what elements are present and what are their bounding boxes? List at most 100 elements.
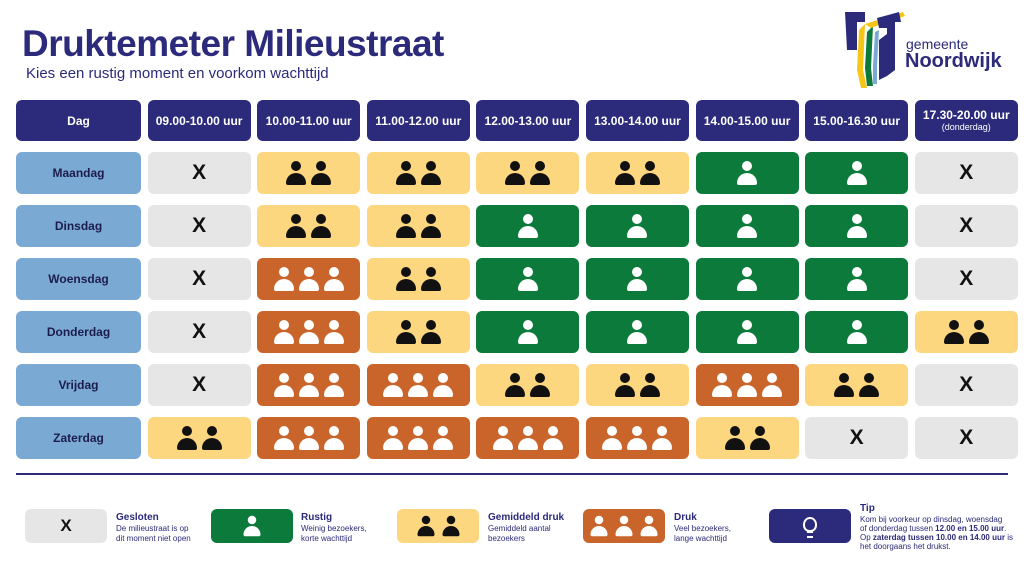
- cell-closed: X: [914, 152, 1018, 194]
- legend-quiet-desc2: korte wachttijd: [301, 534, 353, 543]
- people-group: [712, 373, 783, 397]
- header-slot-label: 10.00-11.00 uur: [265, 113, 352, 128]
- noordwijk-logo: [845, 12, 905, 88]
- header-slot-label: 12.00-13.00 uur: [484, 113, 572, 128]
- legend-busy-desc1: Veel bezoekers,: [674, 524, 731, 533]
- people-group: [286, 214, 332, 238]
- people-group: [943, 320, 989, 344]
- person-icon: [639, 161, 660, 185]
- cell-busy: [257, 311, 361, 353]
- cell-closed: X: [914, 258, 1018, 300]
- people-group: [602, 426, 673, 450]
- person-icon: [737, 161, 758, 185]
- cell-closed: X: [147, 311, 251, 353]
- tip-text: is: [1004, 533, 1013, 542]
- cell-average: [147, 417, 251, 459]
- header-slot-6: 15.00-16.30 uur: [805, 100, 909, 141]
- person-icon: [724, 426, 745, 450]
- day-label-dinsdag: Dinsdag: [16, 205, 141, 247]
- cell-average: [476, 364, 580, 406]
- person-icon: [590, 515, 608, 537]
- legend-tip-line2: of donderdag tussen 12.00 en 15.00 uur.: [860, 524, 1007, 533]
- cell-average: [366, 311, 470, 353]
- legend-busy-swatch: [583, 509, 665, 543]
- legend-closed-swatch: X: [25, 509, 107, 543]
- cell-busy: [257, 258, 361, 300]
- person-icon: [614, 161, 635, 185]
- closed-x-icon: X: [192, 267, 207, 290]
- person-icon: [943, 320, 964, 344]
- legend-closed-desc2: dit moment niet open: [116, 534, 191, 543]
- header-slot-label: 13.00-14.00 uur: [594, 113, 681, 128]
- cell-average: [476, 152, 580, 194]
- people-group: [517, 267, 538, 291]
- cell-closed: X: [805, 417, 909, 459]
- person-icon: [846, 267, 867, 291]
- closed-x-icon: X: [192, 214, 207, 237]
- tip-highlight: zaterdag tussen 10.00 en 14.00 uur: [872, 533, 1005, 542]
- cell-closed: X: [147, 205, 251, 247]
- people-group: [614, 161, 660, 185]
- crowd-table: Dag 09.00-10.00 uur 10.00-11.00 uur 11.0…: [16, 100, 1018, 459]
- day-label-zaterdag: Zaterdag: [16, 417, 141, 459]
- person-icon: [639, 373, 660, 397]
- cell-average: [366, 258, 470, 300]
- person-icon: [442, 515, 459, 537]
- header-slot-label: 14.00-15.00 uur: [703, 113, 791, 128]
- page-title: Druktemeter Milieustraat: [22, 23, 444, 64]
- header-slot-label: 11.00-12.00 uur: [375, 113, 462, 128]
- person-icon: [859, 373, 880, 397]
- header-slot-label: 17.30-20.00 uur: [922, 108, 1010, 122]
- people-group: [383, 426, 454, 450]
- header-slot-2: 11.00-12.00 uur: [366, 100, 470, 141]
- cell-quiet: [585, 205, 689, 247]
- cell-closed: X: [914, 417, 1018, 459]
- person-icon: [417, 515, 434, 537]
- cell-busy: [585, 417, 689, 459]
- person-icon: [273, 320, 294, 344]
- person-icon: [420, 267, 441, 291]
- person-icon: [408, 373, 429, 397]
- cell-quiet: [476, 205, 580, 247]
- legend-closed-title: Gesloten: [116, 512, 159, 523]
- person-icon: [737, 267, 758, 291]
- divider: [16, 473, 1008, 475]
- cell-average: [585, 152, 689, 194]
- person-icon: [273, 373, 294, 397]
- person-icon: [517, 267, 538, 291]
- cell-quiet: [805, 311, 909, 353]
- closed-x-icon: X: [959, 161, 974, 184]
- closed-x-icon: X: [849, 426, 864, 449]
- people-group: [834, 373, 880, 397]
- person-icon: [433, 426, 454, 450]
- header-slot-0: 09.00-10.00 uur: [147, 100, 251, 141]
- cell-closed: X: [914, 205, 1018, 247]
- person-icon: [517, 320, 538, 344]
- header-day: Dag: [16, 100, 141, 141]
- legend-closed-desc1: De milieustraat is op: [116, 524, 189, 533]
- people-group: [627, 320, 648, 344]
- person-icon: [737, 373, 758, 397]
- cell-quiet: [585, 311, 689, 353]
- legend-average-title: Gemiddeld druk: [488, 512, 565, 523]
- closed-x-icon: X: [192, 161, 207, 184]
- lightbulb-icon: [803, 517, 817, 538]
- people-group: [846, 214, 867, 238]
- legend-tip-line1: Kom bij voorkeur op dinsdag, woensdag: [860, 515, 1003, 524]
- cell-quiet: [476, 258, 580, 300]
- people-group: [737, 214, 758, 238]
- person-icon: [243, 515, 261, 537]
- person-icon: [737, 320, 758, 344]
- person-icon: [492, 426, 513, 450]
- header-slot-4: 13.00-14.00 uur: [585, 100, 689, 141]
- header-slot-label: 09.00-10.00 uur: [155, 113, 243, 128]
- cell-average: [805, 364, 909, 406]
- person-icon: [627, 214, 648, 238]
- person-icon: [420, 161, 441, 185]
- cell-average: [257, 152, 361, 194]
- person-icon: [846, 161, 867, 185]
- people-group: [273, 267, 344, 291]
- cell-busy: [476, 417, 580, 459]
- person-icon: [834, 373, 855, 397]
- person-icon: [323, 426, 344, 450]
